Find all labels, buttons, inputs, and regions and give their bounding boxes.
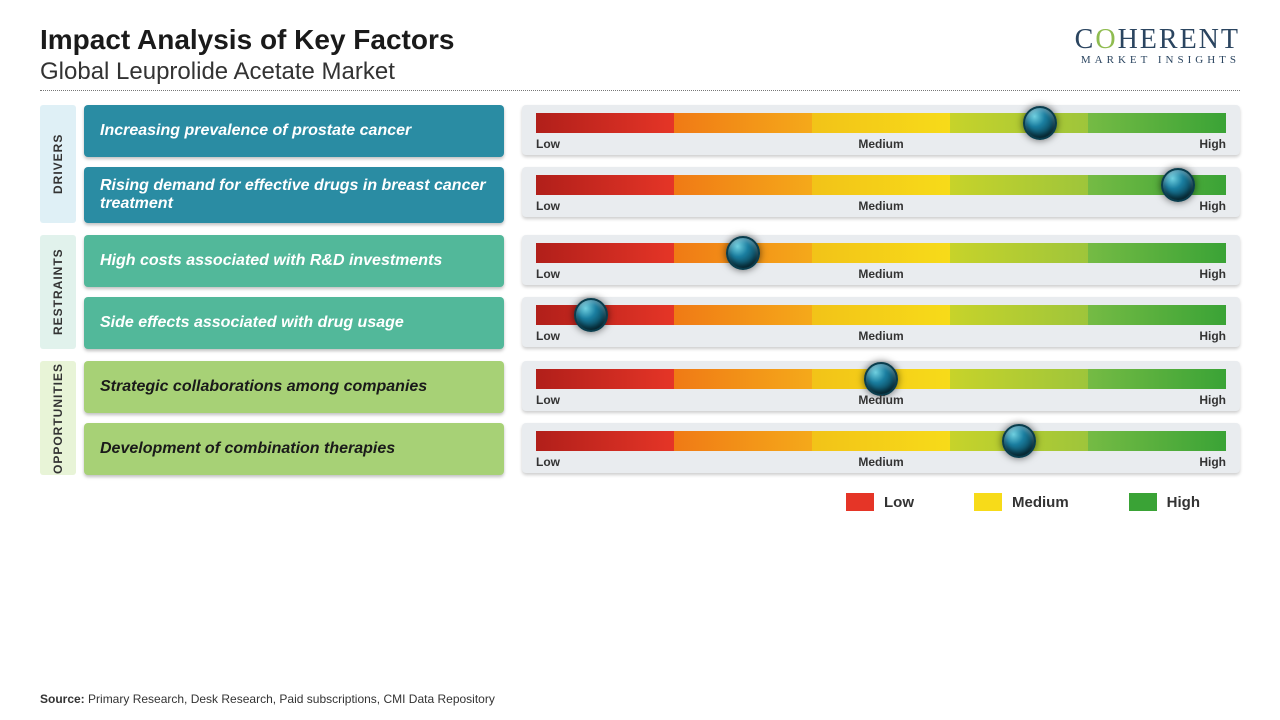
legend-swatch: [846, 493, 874, 511]
brand-logo: COHERENT MARKET INSIGHTS: [1075, 24, 1240, 66]
legend-swatch: [1129, 493, 1157, 511]
impact-scale: LowMediumHigh: [522, 297, 1240, 347]
page-subtitle: Global Leuprolide Acetate Market: [40, 58, 454, 86]
legend-label: Medium: [1012, 494, 1069, 511]
impact-scale: LowMediumHigh: [522, 361, 1240, 411]
scale-ticks: LowMediumHigh: [536, 137, 1226, 151]
factor-row: Development of combination therapies Low…: [84, 423, 1240, 475]
scale-ticks: LowMediumHigh: [536, 393, 1226, 407]
category-tab: DRIVERS: [40, 105, 76, 223]
gradient-bar: [536, 113, 1226, 133]
scale-knob: [1161, 168, 1195, 202]
impact-scale: LowMediumHigh: [522, 423, 1240, 473]
page-title: Impact Analysis of Key Factors: [40, 24, 454, 56]
scale-ticks: LowMediumHigh: [536, 199, 1226, 213]
legend: Low Medium High: [40, 493, 1200, 511]
legend-item: Low: [846, 493, 914, 511]
header: Impact Analysis of Key Factors Global Le…: [40, 24, 1240, 91]
factor-label: Development of combination therapies: [84, 423, 504, 475]
factor-row: High costs associated with R&D investmen…: [84, 235, 1240, 287]
impact-scale: LowMediumHigh: [522, 105, 1240, 155]
factor-label: High costs associated with R&D investmen…: [84, 235, 504, 287]
factor-row: Increasing prevalence of prostate cancer…: [84, 105, 1240, 157]
factor-row: Side effects associated with drug usage …: [84, 297, 1240, 349]
category-tab: RESTRAINTS: [40, 235, 76, 349]
factor-label: Side effects associated with drug usage: [84, 297, 504, 349]
legend-item: Medium: [974, 493, 1069, 511]
source-note: Source: Primary Research, Desk Research,…: [40, 692, 495, 706]
gradient-bar: [536, 431, 1226, 451]
legend-label: High: [1167, 494, 1200, 511]
scale-knob: [864, 362, 898, 396]
legend-label: Low: [884, 494, 914, 511]
category-tab: OPPORTUNITIES: [40, 361, 76, 475]
gradient-bar: [536, 243, 1226, 263]
impact-scale: LowMediumHigh: [522, 167, 1240, 217]
factor-row: Rising demand for effective drugs in bre…: [84, 167, 1240, 223]
factor-label: Increasing prevalence of prostate cancer: [84, 105, 504, 157]
gradient-bar: [536, 369, 1226, 389]
factor-label: Strategic collaborations among companies: [84, 361, 504, 413]
legend-item: High: [1129, 493, 1200, 511]
scale-knob: [1002, 424, 1036, 458]
scale-knob: [726, 236, 760, 270]
factor-label: Rising demand for effective drugs in bre…: [84, 167, 504, 223]
scale-ticks: LowMediumHigh: [536, 329, 1226, 343]
scale-ticks: LowMediumHigh: [536, 455, 1226, 469]
impact-scale: LowMediumHigh: [522, 235, 1240, 285]
scale-ticks: LowMediumHigh: [536, 267, 1226, 281]
gradient-bar: [536, 305, 1226, 325]
legend-swatch: [974, 493, 1002, 511]
scale-knob: [574, 298, 608, 332]
scale-knob: [1023, 106, 1057, 140]
gradient-bar: [536, 175, 1226, 195]
factor-row: Strategic collaborations among companies…: [84, 361, 1240, 413]
